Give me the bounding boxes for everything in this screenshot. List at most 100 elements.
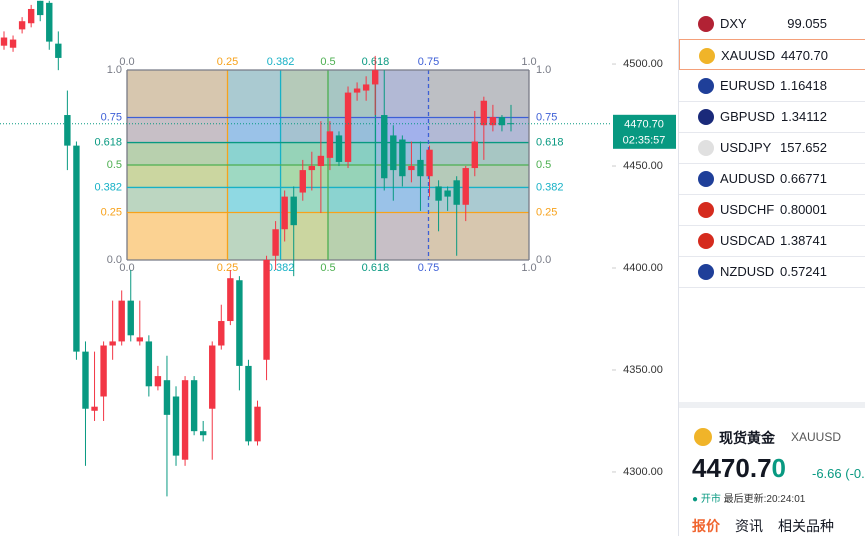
- candle-body: [399, 139, 406, 177]
- candle-body: [281, 196, 288, 230]
- fib-label-top: 0.382: [267, 56, 295, 68]
- fib-label-top: 0.25: [217, 56, 238, 68]
- fib-label-right: 0.25: [536, 206, 557, 218]
- countdown: 02:35:57: [623, 135, 666, 147]
- update-time: 最后更新:20:24:01: [723, 494, 806, 505]
- candle-body: [408, 166, 415, 171]
- fib-label-top: 0.5: [320, 56, 335, 68]
- watchlist-row[interactable]: GBPUSD 1.34112: [679, 101, 865, 133]
- price: 99.055: [787, 16, 827, 31]
- gold-icon: [694, 428, 712, 446]
- tabs: 报价 资讯 相关品种: [692, 516, 849, 536]
- fib-label-right: 0.0: [536, 254, 551, 266]
- watchlist-row[interactable]: DXY 99.055: [679, 8, 865, 40]
- tab[interactable]: 资讯: [735, 518, 763, 534]
- candle-body: [326, 131, 334, 158]
- fib-label-top: 0.0: [119, 56, 134, 68]
- candle-body: [236, 280, 243, 366]
- fib-label-left: 0.618: [94, 136, 122, 148]
- candle-body: [435, 186, 442, 201]
- candle-body: [136, 337, 144, 342]
- fib-label-bottom: 0.618: [362, 262, 390, 274]
- candle-body: [245, 365, 252, 442]
- candle-body: [100, 345, 107, 397]
- fib-label-left: 1.0: [107, 64, 122, 76]
- y-tick-label: 4500.00: [623, 58, 663, 70]
- flag-icon: [698, 109, 714, 125]
- fib-label-bottom: 0.382: [267, 262, 295, 274]
- candle-body: [471, 141, 478, 169]
- y-tick-label: 4350.00: [623, 364, 663, 376]
- flag-icon: [698, 140, 714, 156]
- price: 157.652: [780, 140, 827, 155]
- quote-price-digit: 0: [771, 453, 786, 483]
- flag-icon: [699, 48, 715, 64]
- candle-body: [227, 278, 234, 322]
- candle-body: [489, 117, 497, 126]
- tab[interactable]: 报价: [692, 518, 720, 534]
- tab[interactable]: 相关品种: [778, 518, 834, 534]
- watchlist-row[interactable]: EURUSD 1.16418: [679, 70, 865, 102]
- price: 4470.70: [781, 48, 828, 63]
- fib-label-left: 0.25: [101, 206, 122, 218]
- watchlist-row[interactable]: USDCAD 1.38741: [679, 225, 865, 257]
- separator: [679, 402, 865, 408]
- candle-body: [453, 180, 460, 205]
- quote-change: -6.66 (-0.15%): [812, 466, 865, 481]
- candle-body: [272, 229, 279, 256]
- candle-body: [37, 0, 44, 16]
- watchlist-row[interactable]: AUDUSD 0.66771: [679, 163, 865, 195]
- candle-body: [27, 8, 35, 24]
- candle-body: [335, 135, 343, 162]
- last-price-box: [613, 114, 676, 149]
- market-status: ● 开市: [692, 494, 721, 505]
- candle-body: [218, 321, 225, 346]
- flag-icon: [698, 78, 714, 94]
- fib-label-left: 0.382: [94, 181, 122, 193]
- candle-body: [381, 115, 388, 179]
- candle-body: [18, 21, 26, 30]
- last-price-label: 4470.70: [624, 119, 664, 131]
- candle-body: [444, 190, 451, 197]
- fib-label-left: 0.5: [107, 159, 122, 171]
- candle-body: [190, 380, 198, 432]
- candle-body: [199, 431, 207, 436]
- fib-label-left: 0.75: [101, 111, 122, 123]
- candle-body: [82, 351, 89, 409]
- fib-label-bottom: 1.0: [521, 262, 536, 274]
- watchlist-row[interactable]: XAUUSD 4470.70: [679, 39, 865, 70]
- candle-body: [317, 155, 325, 167]
- fib-label-top: 0.75: [418, 56, 439, 68]
- candle-body: [362, 84, 370, 91]
- candle-body: [426, 149, 433, 177]
- candle-body: [390, 135, 397, 171]
- candle-body: [55, 43, 62, 58]
- flag-icon: [698, 171, 714, 187]
- fib-label-right: 1.0: [536, 64, 551, 76]
- quote-price-main: 4470.7: [692, 453, 772, 483]
- flag-icon: [698, 202, 714, 218]
- candle-body: [181, 380, 189, 460]
- candle-body: [344, 92, 352, 162]
- symbol: XAUUSD: [721, 48, 776, 63]
- quote-name: 现货黄金: [719, 430, 775, 446]
- watchlist-row[interactable]: USDCHF 0.80001: [679, 194, 865, 226]
- watchlist-row[interactable]: USDJPY 157.652: [679, 132, 865, 164]
- candle-body: [0, 37, 8, 46]
- quote-symbol: XAUUSD: [791, 430, 842, 444]
- price: 0.57241: [780, 264, 827, 279]
- candle-body: [64, 115, 71, 146]
- fib-grid: 0.0 0.00.00.00.25 0.250.250.250.382 0.3820.…: [94, 56, 563, 274]
- symbol: USDCHF: [720, 202, 775, 217]
- symbol: NZDUSD: [720, 264, 775, 279]
- y-tick-label: 4400.00: [623, 262, 663, 274]
- fib-label-bottom: 0.5: [320, 262, 335, 274]
- fib-label-left: 0.0: [107, 254, 122, 266]
- fib-label-right: 0.75: [536, 111, 557, 123]
- y-tick-label: 4300.00: [623, 466, 663, 478]
- candle-body: [498, 117, 506, 126]
- candle-body: [417, 159, 424, 177]
- watchlist-row[interactable]: NZDUSD 0.57241: [679, 256, 865, 288]
